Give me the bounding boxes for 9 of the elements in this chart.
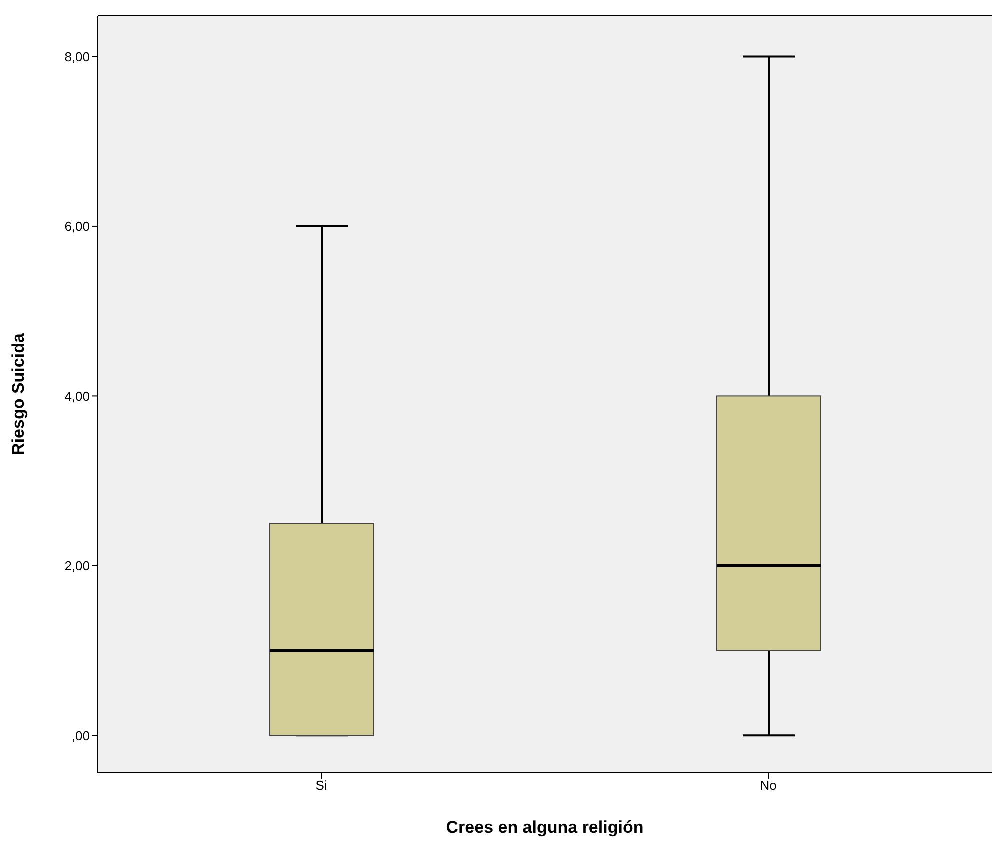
y-tick-label: ,00 <box>72 728 90 744</box>
y-tick-label: 4,00 <box>64 388 90 404</box>
x-tick-label: Si <box>316 778 328 794</box>
y-axis-title: Riesgo Suicida <box>9 333 28 456</box>
y-tick-label: 2,00 <box>64 558 90 574</box>
x-tick-label: No <box>760 778 777 794</box>
y-tick-label: 8,00 <box>64 49 90 64</box>
x-axis-title: Crees en alguna religión <box>446 818 644 837</box>
y-tick-label: 6,00 <box>64 219 90 234</box>
